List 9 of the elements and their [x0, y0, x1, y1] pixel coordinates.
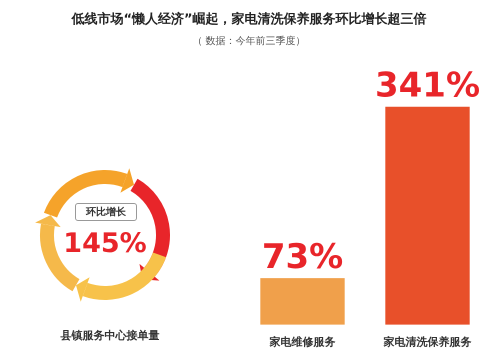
x-tick-label: 家电维修服务 [268, 335, 336, 348]
data-label: 73% [262, 236, 344, 277]
text: 环比增长 [75, 203, 137, 221]
x-tick-label: 家电清洗保养服务 [382, 335, 472, 348]
data-label: 145% [62, 228, 148, 259]
text: 低线市场“懒人经济”崛起，家电清洗保养服务环比增长超三倍 [70, 10, 428, 28]
category-label: 县镇服务中心接单量 [60, 328, 160, 343]
text: （ 数据：今年前三季度） [191, 34, 307, 48]
data-label: 341% [374, 66, 480, 106]
